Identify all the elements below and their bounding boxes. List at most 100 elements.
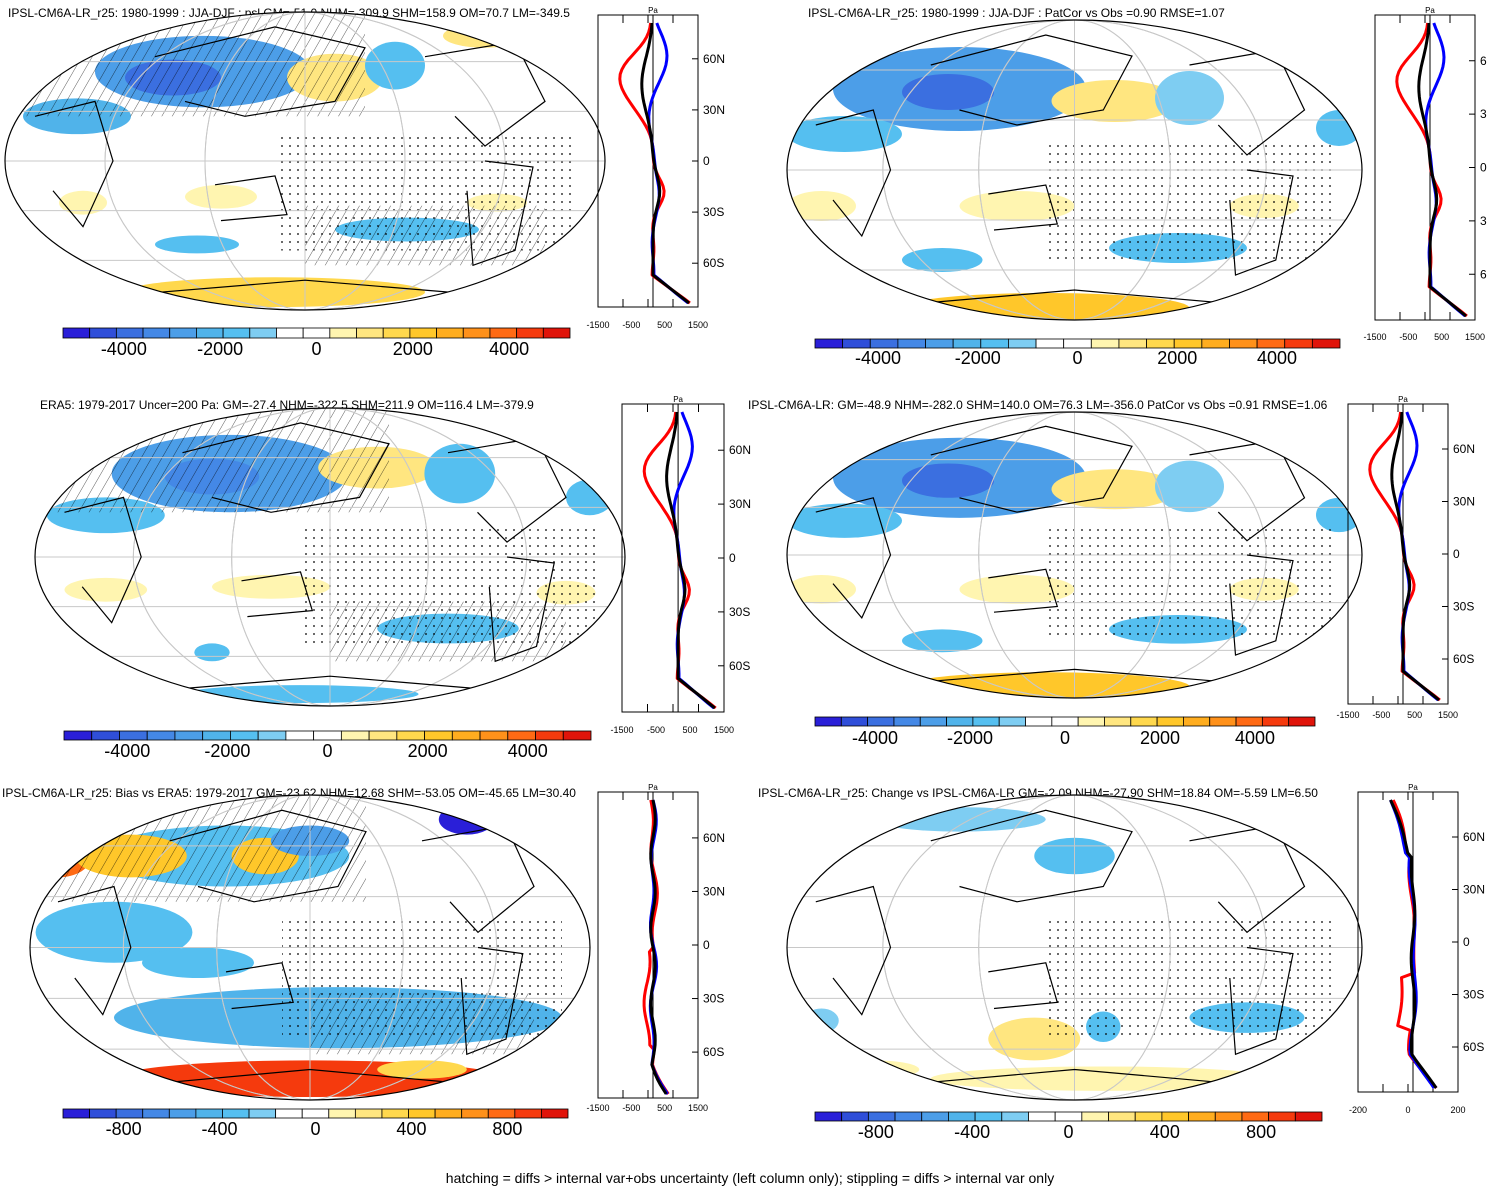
coastline xyxy=(424,41,546,147)
colorbar-tick: -400 xyxy=(202,1119,238,1139)
coastline xyxy=(988,184,1059,231)
colorbar-tick: 0 xyxy=(311,339,321,359)
colorbar-tick: 400 xyxy=(396,1119,426,1139)
coastline xyxy=(141,1068,479,1086)
coastline xyxy=(815,885,892,1016)
colorbar-bin xyxy=(814,1111,843,1122)
colorbar-tick: -400 xyxy=(954,1122,990,1142)
coastline xyxy=(488,556,555,663)
lat-label: 60N xyxy=(1453,442,1475,456)
anomaly-region xyxy=(827,1060,920,1079)
profile-line-global xyxy=(1417,22,1467,318)
lat-label: 3 xyxy=(1480,214,1487,228)
lat-label: 30N xyxy=(729,497,751,511)
stippling xyxy=(275,131,575,251)
map-border xyxy=(786,794,1363,1101)
profile-xtick: -1500 xyxy=(1363,332,1386,342)
colorbar-tick: -2000 xyxy=(955,348,1001,368)
colorbar-bin xyxy=(1081,1111,1109,1122)
coastline xyxy=(1189,439,1306,542)
lat-label: 60S xyxy=(729,659,750,673)
anomaly-region xyxy=(365,41,425,90)
profile-xtick: 500 xyxy=(682,725,697,735)
colorbar-bin xyxy=(1288,716,1316,727)
anomaly-region xyxy=(902,463,994,498)
colorbar-tick: 2000 xyxy=(1157,348,1197,368)
colorbar-bin xyxy=(1054,1111,1083,1122)
anomaly-region xyxy=(185,184,257,209)
profile-xtick: 1500 xyxy=(688,320,708,330)
stippling xyxy=(1045,526,1334,641)
profile-unit: Pa xyxy=(1408,783,1418,792)
coastline xyxy=(930,34,1133,126)
anomaly-region xyxy=(1051,469,1178,510)
lat-label: 0 xyxy=(1480,161,1487,175)
colorbar-tick: -4000 xyxy=(101,339,147,359)
coastline xyxy=(214,175,288,222)
coastline xyxy=(421,824,535,934)
profile-unit: Pa xyxy=(648,783,658,792)
profile-xtick: -200 xyxy=(1349,1105,1367,1115)
profile-xtick: -1500 xyxy=(610,725,633,735)
colorbar-bin xyxy=(948,1111,976,1122)
colorbar-tick: -2000 xyxy=(204,741,250,761)
lat-label: 30S xyxy=(1453,600,1474,614)
panel-title: IPSL-CM6A-LR: GM=-48.9 NHM=-282.0 SHM=14… xyxy=(748,398,1328,412)
profile-line-global xyxy=(1389,799,1438,1089)
lat-label: 30N xyxy=(1453,495,1475,509)
coastline xyxy=(64,496,142,624)
profile-xtick: 500 xyxy=(1407,710,1422,720)
footer-note: hatching = diffs > internal var+obs unce… xyxy=(445,1170,1055,1186)
lat-label: 30N xyxy=(1463,883,1485,897)
colorbar-tick: 4000 xyxy=(1257,348,1297,368)
colorbar-bin xyxy=(542,327,571,339)
lat-label: 60S xyxy=(703,256,724,270)
coastline xyxy=(447,437,567,543)
colorbar-tick: 2000 xyxy=(408,741,448,761)
anomaly-region xyxy=(787,575,856,604)
lat-label: 0 xyxy=(703,938,710,952)
map-border xyxy=(786,19,1363,321)
lat-label: 6 xyxy=(1480,54,1487,68)
anomaly-region xyxy=(125,277,425,308)
coastline xyxy=(182,422,390,513)
coastline xyxy=(154,26,366,117)
anomaly-region xyxy=(1155,460,1224,513)
coastline xyxy=(988,568,1059,613)
anomaly-region xyxy=(1155,71,1224,125)
lat-label: 60N xyxy=(703,831,725,845)
colorbar-bin xyxy=(1161,1111,1189,1122)
colorbar-bin xyxy=(1028,1111,1056,1122)
profile-xtick: -500 xyxy=(622,320,640,330)
anomaly-region xyxy=(930,1066,1276,1091)
colorbar-bin xyxy=(894,1111,923,1122)
lat-label: 30N xyxy=(703,103,725,117)
colorbar-bin xyxy=(1134,1111,1163,1122)
colorbar-bin xyxy=(1001,1111,1029,1122)
profile-xtick: 0 xyxy=(1405,1105,1410,1115)
anomaly-region xyxy=(902,74,994,110)
lat-label: 30S xyxy=(729,605,750,619)
coastline xyxy=(241,571,314,618)
coastline xyxy=(460,946,524,1056)
colorbar-bin xyxy=(1294,1111,1323,1122)
anomaly-region xyxy=(64,577,148,602)
profile-xtick: -500 xyxy=(647,725,665,735)
panel-title: ERA5: 1979-2017 Uncer=200 Pa: GM=-27.4 N… xyxy=(40,398,534,412)
profile-unit: Pa xyxy=(648,6,658,15)
anomaly-region xyxy=(873,807,1046,832)
colorbar-tick: -4000 xyxy=(104,741,150,761)
stippling xyxy=(282,917,562,1039)
coastline xyxy=(57,885,132,1016)
coastline xyxy=(152,675,508,692)
profile-unit: Pa xyxy=(1398,395,1408,404)
colorbar-bin xyxy=(1268,1111,1296,1122)
colorbar-tick: -2000 xyxy=(947,728,993,748)
coastline xyxy=(1189,824,1306,934)
lat-label: 0 xyxy=(729,551,736,565)
